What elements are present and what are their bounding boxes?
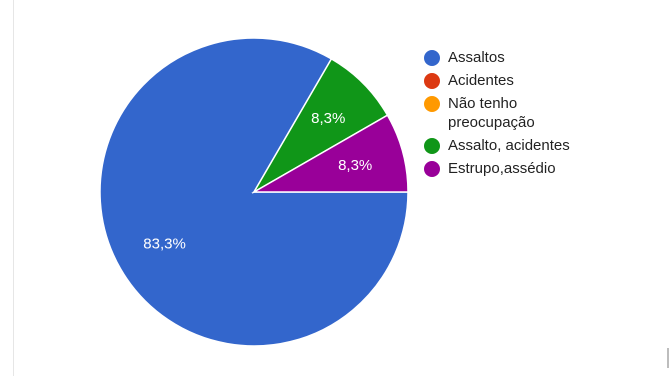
- legend-swatch: [424, 96, 440, 112]
- legend-item: Assalto, acidentes: [424, 136, 608, 155]
- legend-label: Não tenho preocupação: [448, 95, 535, 131]
- legend-swatch: [424, 73, 440, 89]
- right-edge-marker: [667, 348, 669, 368]
- legend-label: Assaltos: [448, 49, 505, 66]
- slice-label-3: 8,3%: [311, 110, 345, 127]
- chart-legend: Assaltos Acidentes Não tenho preocupação As…: [424, 48, 608, 182]
- slice-label-0: 83,3%: [143, 235, 186, 252]
- pie-slices: [99, 37, 409, 347]
- legend-swatch: [424, 50, 440, 66]
- legend-swatch: [424, 161, 440, 177]
- pie-data-labels: 83,3% 8,3% 8,3%: [143, 110, 372, 252]
- legend-item: Acidentes: [424, 71, 608, 90]
- slice-label-4: 8,3%: [338, 157, 372, 174]
- legend-item: Assaltos: [424, 48, 608, 67]
- legend-label: Estrupo,assédio: [448, 160, 556, 177]
- left-divider: [13, 0, 14, 376]
- legend-item: Estrupo,assédio: [424, 159, 608, 178]
- legend-label: Acidentes: [448, 72, 514, 89]
- legend-swatch: [424, 138, 440, 154]
- legend-label: Assalto, acidentes: [448, 137, 570, 154]
- legend-item: Não tenho preocupação: [424, 94, 608, 132]
- pie-slice-0: [99, 37, 409, 347]
- pie-slice-4: [251, 114, 409, 193]
